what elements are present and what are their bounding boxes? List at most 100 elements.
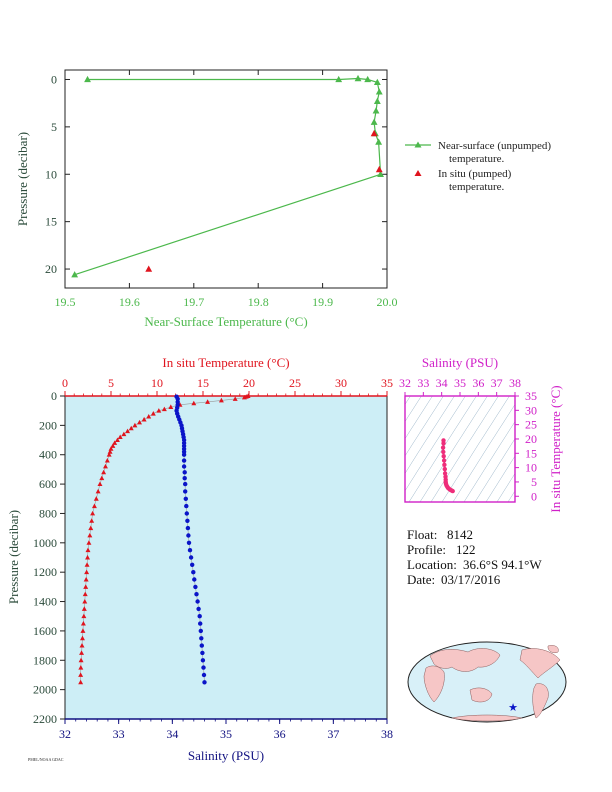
temperature-point [85,554,91,560]
unpumped-temperature-point [377,170,384,177]
temperature-point [83,584,89,589]
temperature-point [80,620,86,626]
ts-point [442,471,448,476]
salinity-point [199,636,204,641]
temperature-point [82,598,88,604]
ts-y-tick-label: 15 [525,446,537,460]
temperature-profile-line [80,395,249,683]
top-x-tick-label: 19.7 [183,295,204,309]
salinity-tick-label: 33 [113,727,125,741]
temperature-point [156,408,162,413]
temperature-point [104,458,110,463]
temperature-point [84,562,90,567]
pressure-tick-label: 0 [51,389,57,403]
salinity-point [183,496,188,501]
salinity-point [182,476,187,481]
salinity-point [190,562,195,567]
salinity-point [197,614,202,619]
top-chart-ticks: 19.5 19.6 19.7 19.8 19.9 20.0 0 5 10 15 20 [45,70,398,309]
temperature-point [79,642,85,648]
legend-pumped-marker [414,170,422,176]
pumped-temperature-point [370,129,378,137]
ts-plot-background [405,396,515,502]
salinity-point [193,584,198,590]
temperature-point [103,463,108,469]
temperature-point [191,400,197,406]
legend-unpumped-marker [414,141,422,148]
top-x-axis-label: Near-Surface Temperature (°C) [144,314,307,329]
temperature-point [83,576,89,582]
pressure-tick-label: 1200 [33,565,57,579]
salinity-point [181,464,187,469]
greenland-land [547,645,559,654]
pressure-axis-label: Pressure (decibar) [6,510,21,604]
pressure-tick-label: 2000 [33,683,57,697]
temperature-point [80,628,86,633]
unpumped-temperature-point [364,75,372,83]
temperature-point [78,657,84,663]
top-y-tick-label: 5 [51,120,57,134]
world-map: ★ [407,641,567,723]
salinity-point [200,658,206,663]
temperature-point [85,547,91,553]
top-y-axis-label: Pressure (decibar) [15,132,30,226]
temperature-axis-label: In situ Temperature (°C) [162,355,289,370]
density-contour-line [496,472,515,502]
temperature-point [132,422,138,428]
temperature-point [125,428,131,434]
profile-chart-ticks: 0 5 10 15 20 25 30 35 32 33 34 35 36 37 38 0 200 400 600 80… [33,376,393,741]
legend-pumped-line1: In situ (pumped) [438,168,512,180]
salinity-point [184,511,189,516]
map-land [423,645,561,722]
antarctica-land [451,714,523,722]
density-contour-line [419,396,488,502]
salinity-tick-label: 37 [327,727,339,741]
salinity-point [198,621,203,626]
pressure-tick-label: 2200 [33,712,57,726]
pressure-tick-label: 200 [39,418,57,432]
temperature-point [114,437,120,442]
temperature-point [112,440,118,445]
salinity-axis-label: Salinity (PSU) [188,748,264,763]
density-contour-line [474,438,515,502]
ts-point [442,462,447,467]
temperature-point [95,488,101,494]
temperature-tick-label: 10 [151,376,163,390]
temperature-point [81,606,87,611]
ts-point [441,449,446,455]
temperature-point [110,443,116,448]
profile-label: Profile: [407,542,446,557]
ts-chart-marks [440,438,455,494]
temperature-point [150,411,156,416]
unpumped-temperature-point [354,74,362,82]
salinity-point [187,548,193,553]
salinity-point [201,672,207,678]
top-x-tick-label: 20.0 [377,295,398,309]
temperature-point [82,591,88,597]
ts-y-tick-label: 20 [525,432,537,446]
salinity-point [195,599,200,604]
salinity-point [196,606,201,612]
temperature-tick-label: 20 [243,376,255,390]
ts-y-tick-label: 10 [525,461,537,475]
temperature-point [205,399,211,404]
top-y-tick-label: 20 [45,262,57,276]
salinity-point [185,525,191,531]
ts-y-tick-label: 25 [525,418,537,432]
top-y-tick-label: 15 [45,215,57,229]
ts-point [450,488,455,494]
temperature-tick-label: 15 [197,376,209,390]
temperature-point [78,679,84,685]
ts-point [441,441,446,446]
ts-point [441,458,447,463]
temperature-point [146,413,152,419]
salinity-point [199,643,204,648]
top-chart-marks [71,74,384,278]
ts-density-contours [405,396,515,502]
north-america-land [519,648,561,679]
pressure-tick-label: 400 [39,448,57,462]
pumped-temperature-point [145,265,153,272]
temperature-point [141,416,147,422]
ts-x-tick-label: 33 [417,376,429,390]
